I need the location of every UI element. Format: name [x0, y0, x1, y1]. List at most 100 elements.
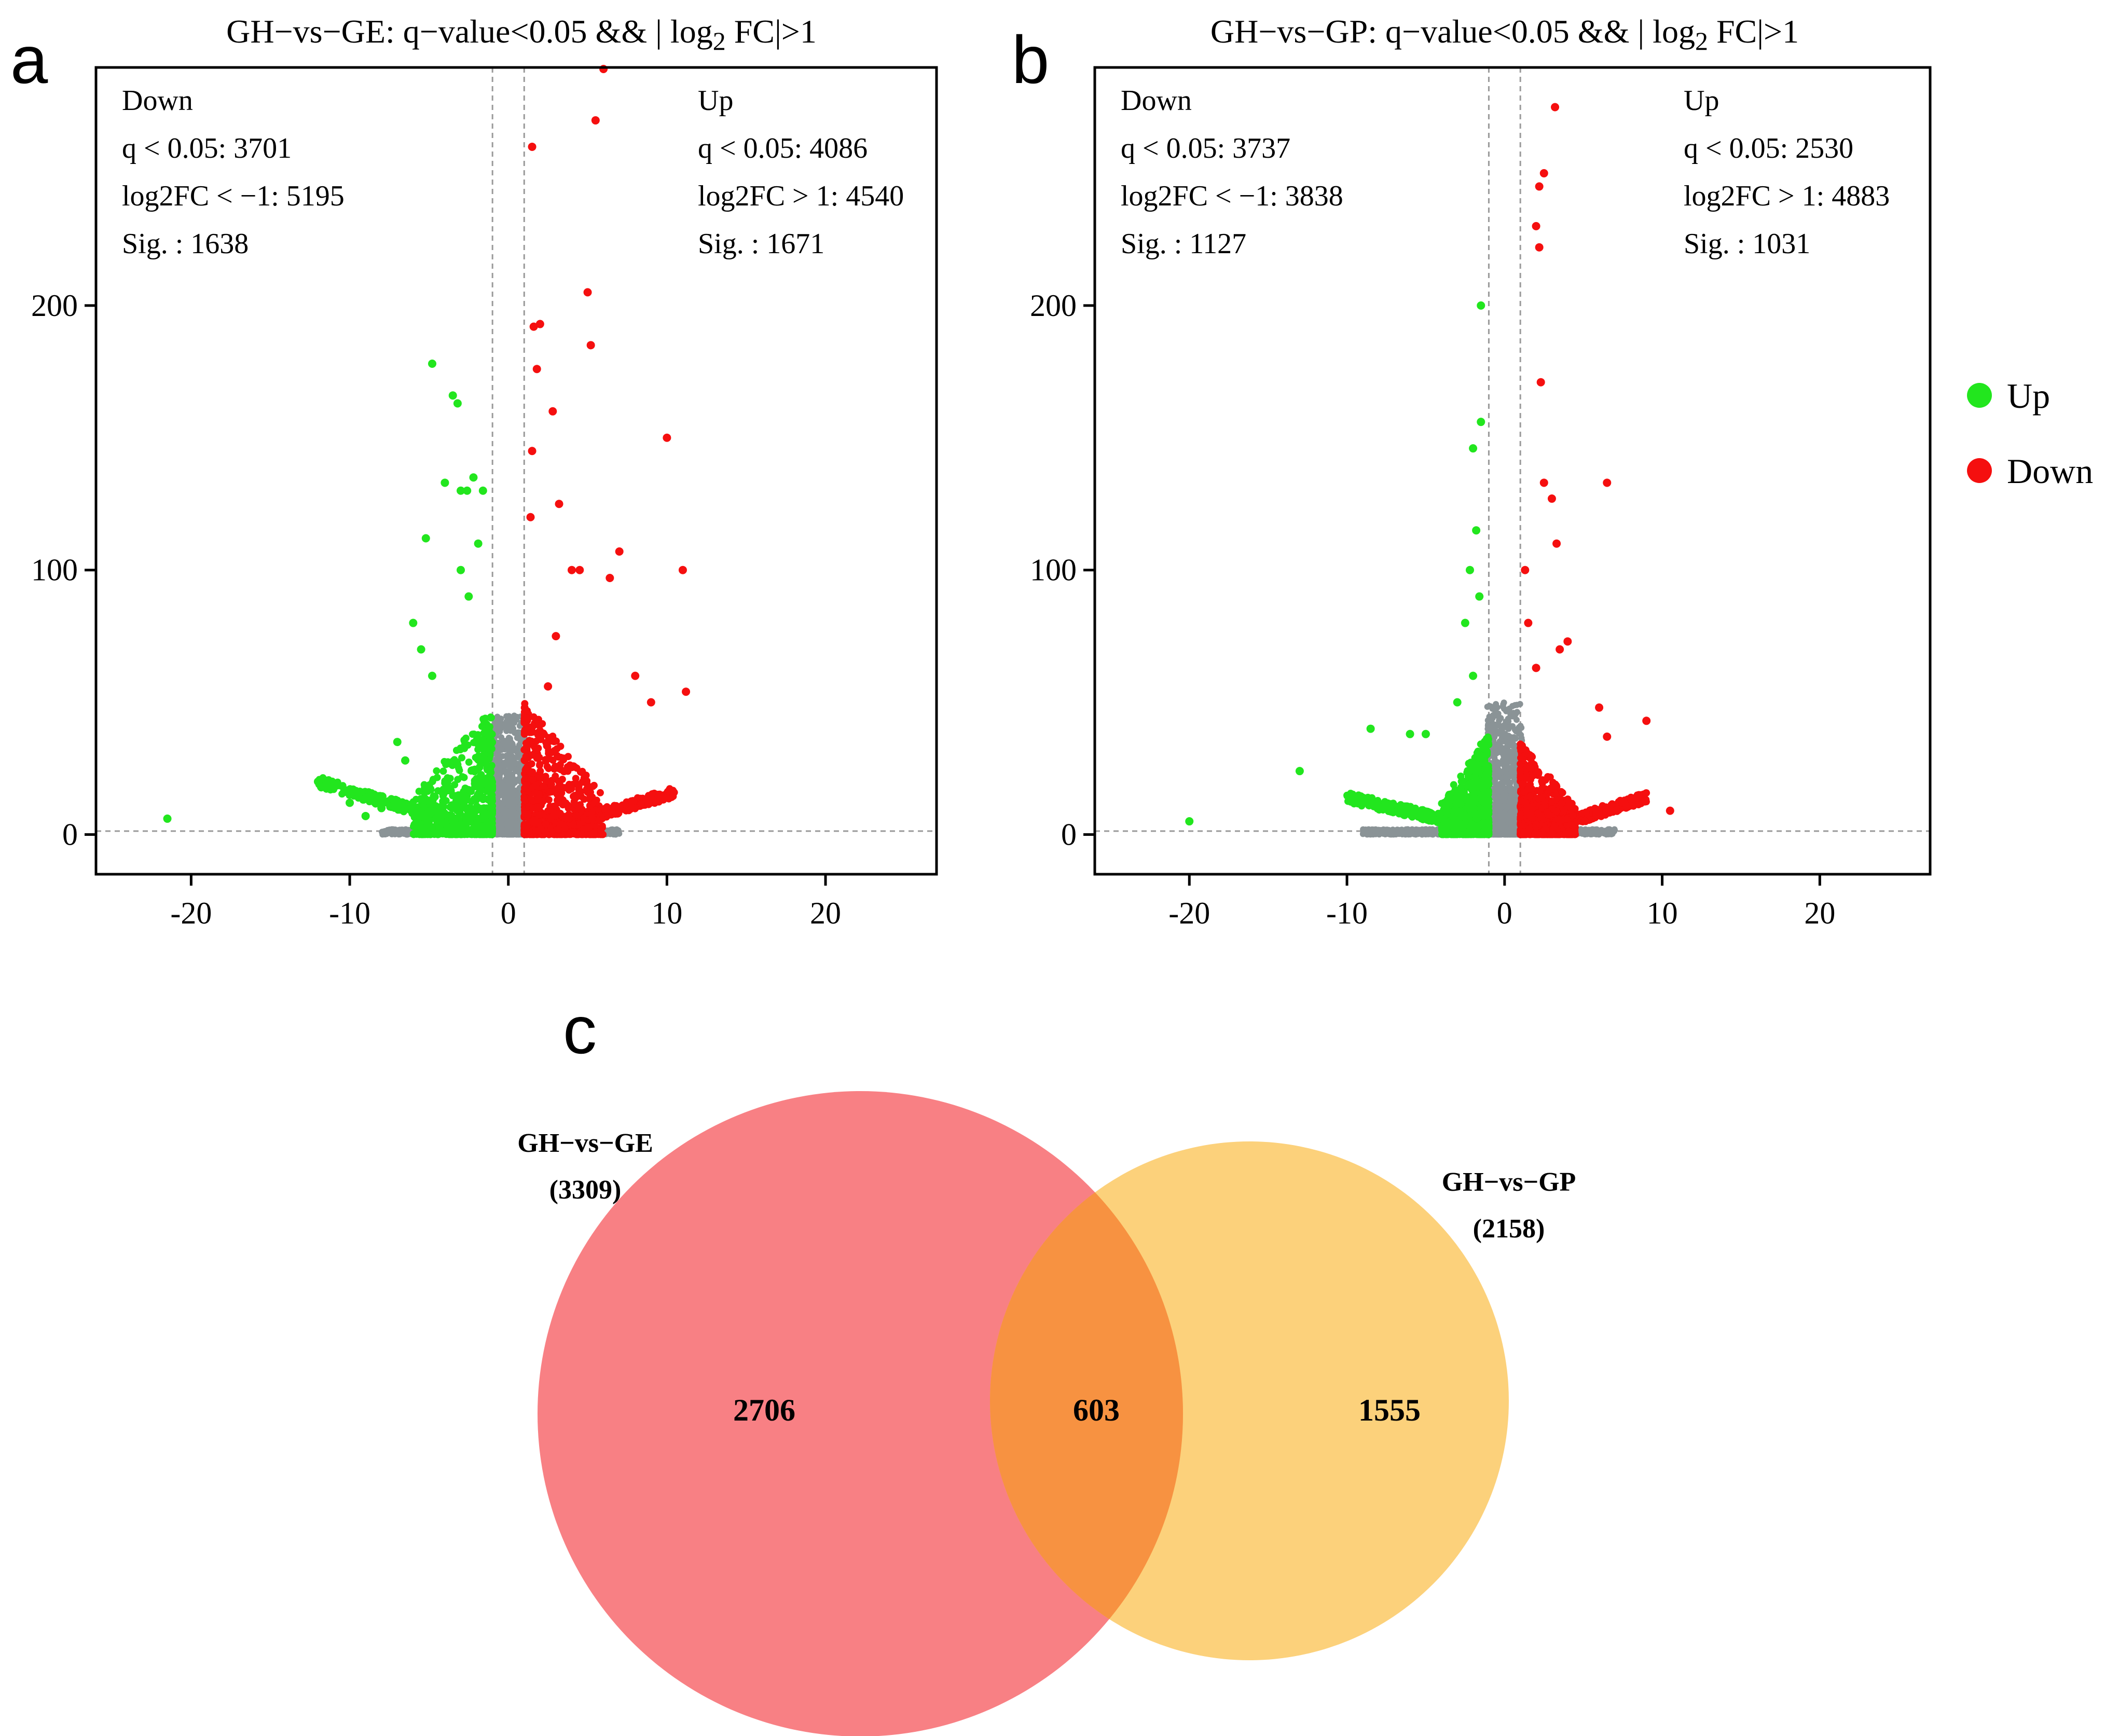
red-point	[552, 786, 559, 793]
red-point	[545, 765, 553, 773]
x-tick-label: -20	[1168, 896, 1210, 930]
green-point	[467, 797, 475, 805]
gray-point	[510, 795, 516, 802]
red-point	[629, 797, 637, 805]
red-point	[596, 789, 604, 796]
red-point	[529, 722, 537, 730]
annotation-line: Sig. : 1671	[698, 228, 824, 260]
green-point	[487, 830, 495, 838]
green-point	[449, 829, 457, 837]
green-point	[439, 797, 447, 805]
green-point	[377, 804, 386, 812]
green-point	[467, 766, 475, 774]
gray-point	[1518, 735, 1525, 741]
gray-point	[510, 806, 517, 812]
red-point	[583, 288, 592, 297]
green-point	[469, 473, 478, 482]
gray-point	[1379, 829, 1386, 836]
annotation-line: log2FC < −1: 5195	[122, 180, 345, 212]
green-point	[459, 773, 466, 781]
red-point	[561, 799, 569, 807]
green-point	[409, 618, 418, 627]
red-point	[586, 792, 594, 800]
red-point	[580, 815, 588, 822]
green-point	[441, 779, 449, 787]
data-points-a	[163, 65, 691, 838]
gray-point	[501, 796, 508, 803]
green-point	[433, 767, 441, 775]
green-point	[460, 801, 468, 808]
green-point	[370, 799, 378, 807]
gray-point	[1511, 702, 1518, 709]
red-point	[522, 765, 530, 773]
red-point	[525, 810, 532, 818]
red-point	[542, 820, 549, 828]
gray-point	[497, 774, 503, 781]
red-point	[520, 730, 528, 738]
green-point	[470, 739, 477, 747]
green-point	[453, 796, 461, 804]
red-point	[528, 142, 536, 151]
red-point	[568, 764, 576, 771]
gray-point	[496, 766, 503, 773]
x-tick-label: 0	[501, 896, 516, 930]
red-point	[535, 811, 543, 819]
title-text: GH−vs−GP: q−value<0.05 && | log	[1210, 13, 1695, 50]
volcano-plot-b: GH−vs−GP: q−value<0.05 && | log2 FC|>1 -…	[1030, 13, 1932, 930]
gray-point	[508, 831, 515, 838]
gray-point	[1399, 829, 1406, 836]
green-point	[441, 757, 448, 765]
panel-label-a: a	[10, 22, 48, 98]
green-point	[464, 592, 473, 601]
red-point	[520, 796, 528, 804]
green-point	[451, 816, 459, 823]
green-point	[398, 798, 406, 806]
red-point	[560, 756, 568, 764]
green-point	[474, 539, 483, 548]
green-point	[468, 825, 476, 833]
green-point	[415, 788, 423, 795]
x-tick-label: 10	[651, 896, 682, 930]
red-point	[573, 831, 581, 838]
volcano-plot-a: GH−vs−GE: q−value<0.05 && | log2 FC|>1 -…	[31, 13, 938, 930]
gray-point	[505, 779, 512, 786]
gray-point	[507, 773, 514, 779]
red-point	[572, 775, 580, 782]
green-point	[487, 765, 494, 773]
red-point	[529, 751, 536, 759]
gray-point	[1604, 829, 1611, 835]
y-tick-label: 200	[31, 288, 78, 323]
green-point	[441, 478, 449, 487]
green-point	[353, 789, 361, 796]
red-point	[566, 815, 573, 822]
red-point	[545, 734, 553, 741]
green-point	[346, 798, 354, 807]
red-point	[521, 700, 529, 708]
green-point	[481, 755, 489, 763]
gray-point	[495, 829, 502, 835]
green-point	[428, 671, 436, 680]
green-point	[478, 723, 486, 731]
green-point	[322, 780, 330, 788]
gray-point	[1594, 830, 1601, 837]
gray-point	[504, 756, 511, 763]
title-subscript: 2	[1695, 26, 1708, 56]
red-point	[555, 500, 563, 508]
green-point	[474, 746, 482, 753]
gray-point	[1516, 729, 1522, 736]
red-point	[532, 781, 540, 789]
green-point	[417, 813, 424, 821]
red-point	[579, 767, 586, 775]
red-point	[536, 761, 544, 768]
green-point	[418, 829, 425, 836]
gray-point	[504, 818, 511, 825]
gray-point	[504, 831, 511, 838]
red-point	[528, 760, 535, 768]
annotation-line: Down	[122, 85, 193, 117]
gray-point	[508, 720, 515, 726]
green-point	[313, 777, 322, 786]
red-point	[552, 632, 560, 641]
green-point	[424, 831, 432, 838]
